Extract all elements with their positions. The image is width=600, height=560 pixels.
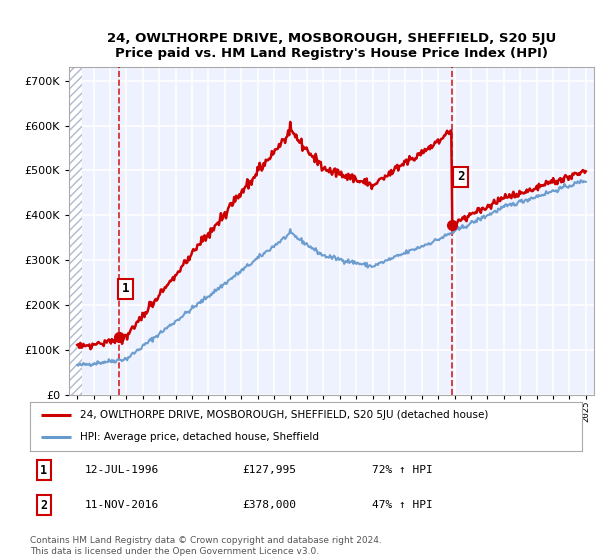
Text: HPI: Average price, detached house, Sheffield: HPI: Average price, detached house, Shef… <box>80 432 319 442</box>
Text: Contains HM Land Registry data © Crown copyright and database right 2024.
This d: Contains HM Land Registry data © Crown c… <box>30 536 382 556</box>
Text: 24, OWLTHORPE DRIVE, MOSBOROUGH, SHEFFIELD, S20 5JU (detached house): 24, OWLTHORPE DRIVE, MOSBOROUGH, SHEFFIE… <box>80 410 488 421</box>
Text: 1: 1 <box>40 464 47 477</box>
Bar <box>69 67 82 395</box>
Text: 2: 2 <box>40 499 47 512</box>
Text: 1: 1 <box>122 282 130 296</box>
Text: 2: 2 <box>457 170 464 183</box>
Title: 24, OWLTHORPE DRIVE, MOSBOROUGH, SHEFFIELD, S20 5JU
Price paid vs. HM Land Regis: 24, OWLTHORPE DRIVE, MOSBOROUGH, SHEFFIE… <box>107 32 556 60</box>
Text: 12-JUL-1996: 12-JUL-1996 <box>85 465 160 475</box>
Text: 47% ↑ HPI: 47% ↑ HPI <box>372 501 433 510</box>
Text: £127,995: £127,995 <box>242 465 296 475</box>
Text: 72% ↑ HPI: 72% ↑ HPI <box>372 465 433 475</box>
Text: £378,000: £378,000 <box>242 501 296 510</box>
Text: 11-NOV-2016: 11-NOV-2016 <box>85 501 160 510</box>
